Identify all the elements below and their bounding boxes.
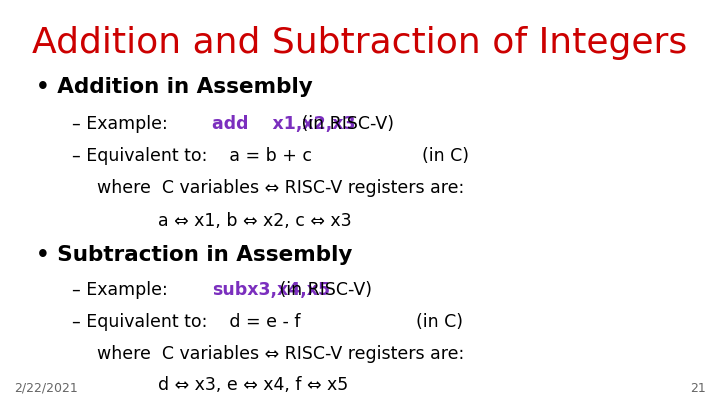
Text: • Subtraction in Assembly: • Subtraction in Assembly bbox=[36, 245, 352, 265]
Text: subx3,x4,x5: subx3,x4,x5 bbox=[212, 281, 330, 298]
Text: Addition and Subtraction of Integers: Addition and Subtraction of Integers bbox=[32, 26, 688, 60]
Text: (in RISC-V): (in RISC-V) bbox=[274, 281, 372, 298]
Text: (in RISC-V): (in RISC-V) bbox=[296, 115, 394, 132]
Text: – Example:: – Example: bbox=[72, 115, 168, 132]
Text: – Equivalent to:    a = b + c                    (in C): – Equivalent to: a = b + c (in C) bbox=[72, 147, 469, 165]
Text: 2/22/2021: 2/22/2021 bbox=[14, 382, 78, 395]
Text: where  C variables ⇔ RISC-V registers are:: where C variables ⇔ RISC-V registers are… bbox=[97, 179, 464, 197]
Text: a ⇔ x1, b ⇔ x2, c ⇔ x3: a ⇔ x1, b ⇔ x2, c ⇔ x3 bbox=[158, 212, 352, 230]
Text: d ⇔ x3, e ⇔ x4, f ⇔ x5: d ⇔ x3, e ⇔ x4, f ⇔ x5 bbox=[158, 376, 348, 394]
Text: – Example:: – Example: bbox=[72, 281, 168, 298]
Text: add    x1,x2,x3: add x1,x2,x3 bbox=[212, 115, 356, 132]
Text: – Equivalent to:    d = e - f                     (in C): – Equivalent to: d = e - f (in C) bbox=[72, 313, 463, 331]
Text: • Addition in Assembly: • Addition in Assembly bbox=[36, 77, 312, 97]
Text: where  C variables ⇔ RISC-V registers are:: where C variables ⇔ RISC-V registers are… bbox=[97, 345, 464, 363]
Text: 21: 21 bbox=[690, 382, 706, 395]
